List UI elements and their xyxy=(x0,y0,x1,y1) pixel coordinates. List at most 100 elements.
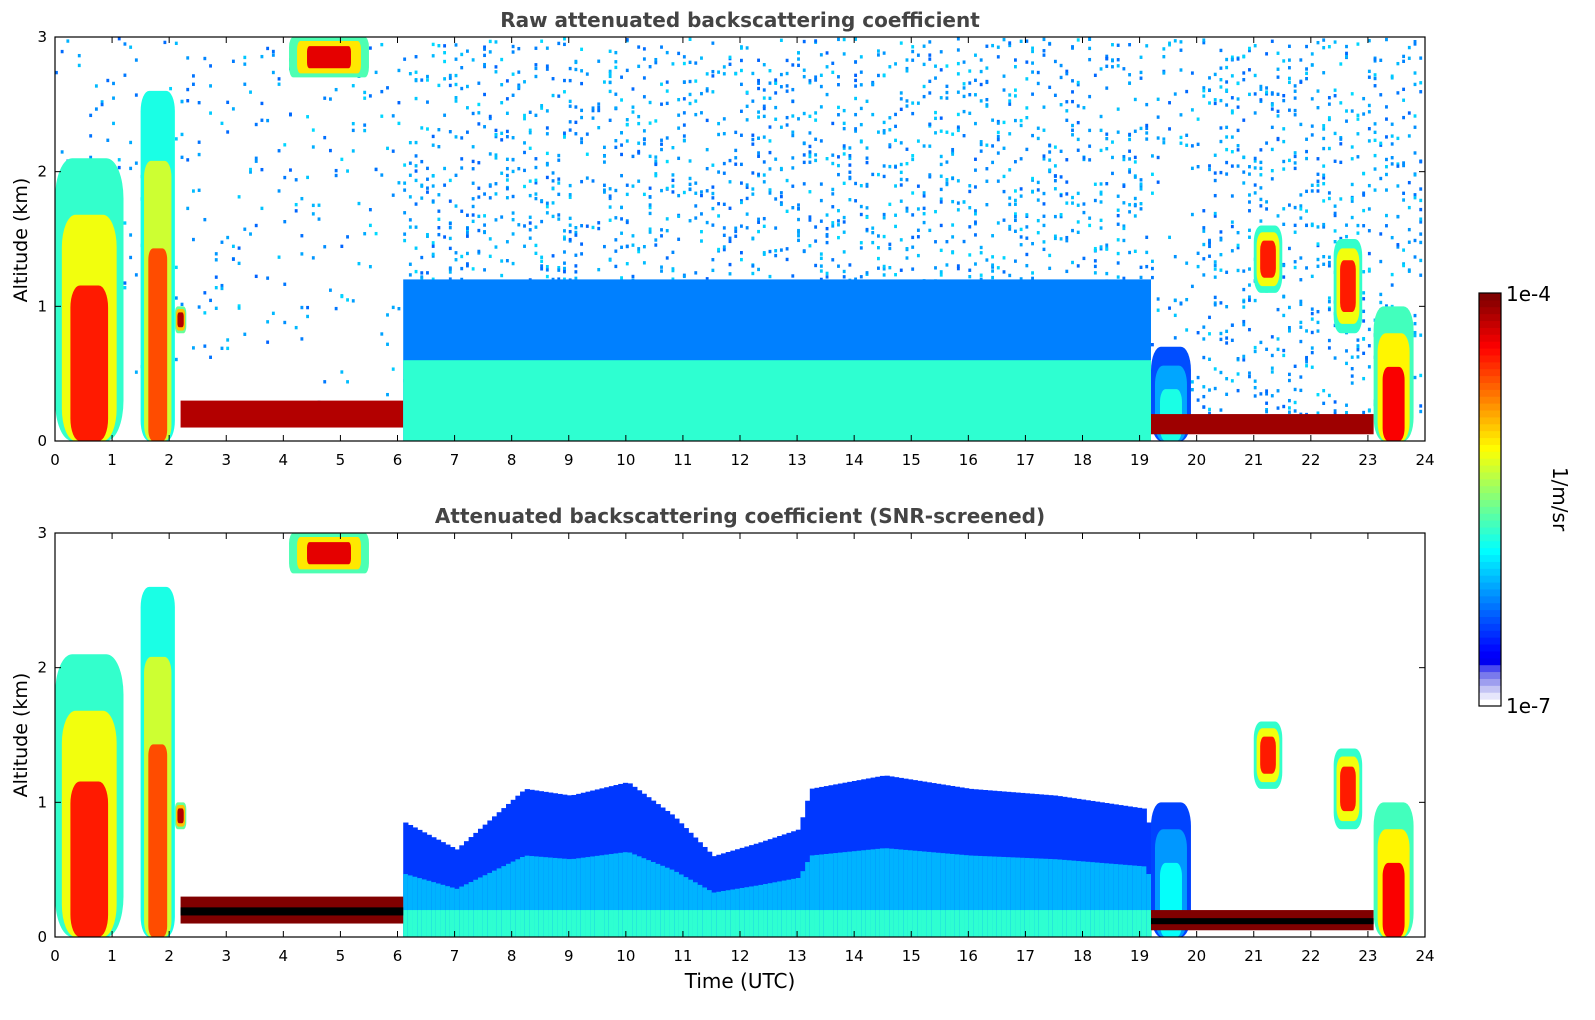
noise-speckle xyxy=(614,65,618,70)
noise-speckle xyxy=(1076,203,1080,207)
noise-speckle xyxy=(540,106,544,110)
noise-speckle xyxy=(1208,164,1211,168)
noise-speckle xyxy=(551,187,555,191)
noise-speckle xyxy=(1002,256,1006,260)
boundary-layer-column xyxy=(1043,858,1049,937)
noise-speckle xyxy=(905,99,909,103)
noise-speckle xyxy=(1036,81,1040,86)
noise-speckle xyxy=(1316,189,1320,193)
noise-speckle xyxy=(1373,167,1377,171)
noise-speckle xyxy=(214,306,218,310)
noise-speckle xyxy=(477,122,481,126)
noise-speckle xyxy=(728,206,732,210)
noise-speckle xyxy=(871,240,875,245)
noise-speckle xyxy=(1362,208,1366,213)
boundary-layer-column xyxy=(865,910,872,937)
noise-speckle xyxy=(1276,214,1280,218)
noise-speckle xyxy=(620,143,623,147)
noise-speckle xyxy=(1019,235,1023,239)
noise-speckle xyxy=(660,228,663,232)
boundary-layer-column xyxy=(599,910,605,937)
noise-speckle xyxy=(1282,59,1286,63)
noise-speckle xyxy=(1048,85,1052,90)
noise-speckle xyxy=(1213,211,1217,216)
noise-speckle xyxy=(1019,157,1023,161)
noise-speckle xyxy=(266,276,270,280)
noise-speckle xyxy=(1048,266,1052,271)
noise-speckle xyxy=(922,144,926,148)
noise-speckle xyxy=(1419,81,1423,85)
noise-speckle xyxy=(351,84,355,88)
noise-speckle xyxy=(911,45,915,49)
colorbar-segment xyxy=(1479,547,1501,556)
noise-speckle xyxy=(1242,170,1246,174)
noise-speckle xyxy=(711,223,715,227)
boundary-layer-column xyxy=(819,910,825,937)
noise-speckle xyxy=(431,277,435,281)
noise-speckle xyxy=(266,320,270,324)
boundary-layer-column xyxy=(646,860,652,937)
noise-speckle xyxy=(1419,373,1423,378)
noise-speckle xyxy=(129,255,133,260)
noise-speckle xyxy=(477,111,481,115)
noise-speckle xyxy=(408,262,412,266)
noise-speckle xyxy=(1122,201,1126,205)
noise-speckle xyxy=(1059,214,1063,219)
colorbar-segment xyxy=(1479,664,1501,673)
noise-speckle xyxy=(951,251,955,255)
noise-speckle xyxy=(1356,344,1360,348)
noise-speckle xyxy=(911,111,915,116)
boundary-layer-column xyxy=(875,848,881,937)
noise-speckle xyxy=(1322,127,1326,131)
noise-speckle xyxy=(751,137,755,142)
noise-speckle xyxy=(1156,97,1160,101)
noise-speckle xyxy=(1265,392,1269,396)
noise-speckle xyxy=(654,60,658,65)
boundary-layer-column xyxy=(482,875,488,937)
colorbar-segment xyxy=(1479,609,1501,618)
noise-speckle xyxy=(1390,156,1394,160)
noise-speckle xyxy=(1270,366,1274,370)
noise-speckle xyxy=(837,113,840,117)
noise-speckle xyxy=(1316,179,1320,183)
noise-speckle xyxy=(1345,410,1348,415)
noise-speckle xyxy=(254,274,258,279)
noise-speckle xyxy=(797,234,800,238)
noise-speckle xyxy=(1248,267,1251,271)
boundary-layer-column xyxy=(482,910,488,937)
noise-speckle xyxy=(854,96,858,101)
noise-speckle xyxy=(1139,76,1143,80)
noise-speckle xyxy=(448,246,452,251)
noise-speckle xyxy=(1042,240,1046,244)
noise-speckle xyxy=(956,72,960,76)
noise-speckle xyxy=(505,187,509,191)
noise-speckle xyxy=(466,264,469,268)
colorbar-segment xyxy=(1479,527,1501,535)
boundary-layer-column xyxy=(1029,858,1035,937)
noise-speckle xyxy=(979,273,983,277)
noise-speckle xyxy=(620,231,623,235)
noise-speckle xyxy=(740,82,743,87)
noise-speckle xyxy=(1316,264,1320,268)
boundary-layer-column xyxy=(431,910,437,937)
noise-speckle xyxy=(814,118,818,122)
noise-speckle xyxy=(528,146,532,150)
colorbar-segment xyxy=(1479,430,1501,439)
noise-speckle xyxy=(574,233,578,237)
x-tick-label: 24 xyxy=(1415,451,1434,469)
boundary-layer-column xyxy=(403,874,409,937)
noise-speckle xyxy=(1162,47,1166,51)
noise-speckle xyxy=(831,205,835,209)
noise-speckle xyxy=(608,118,612,123)
noise-speckle xyxy=(911,213,915,217)
noise-speckle xyxy=(186,99,190,103)
noise-speckle xyxy=(500,273,504,278)
noise-speckle xyxy=(1327,196,1331,201)
noise-speckle xyxy=(129,233,133,237)
noise-speckle xyxy=(740,46,743,50)
noise-speckle xyxy=(1288,76,1291,81)
noise-speckle xyxy=(665,101,669,106)
noise-speckle xyxy=(1293,260,1297,264)
noise-speckle xyxy=(1350,199,1354,203)
noise-speckle xyxy=(231,59,235,63)
